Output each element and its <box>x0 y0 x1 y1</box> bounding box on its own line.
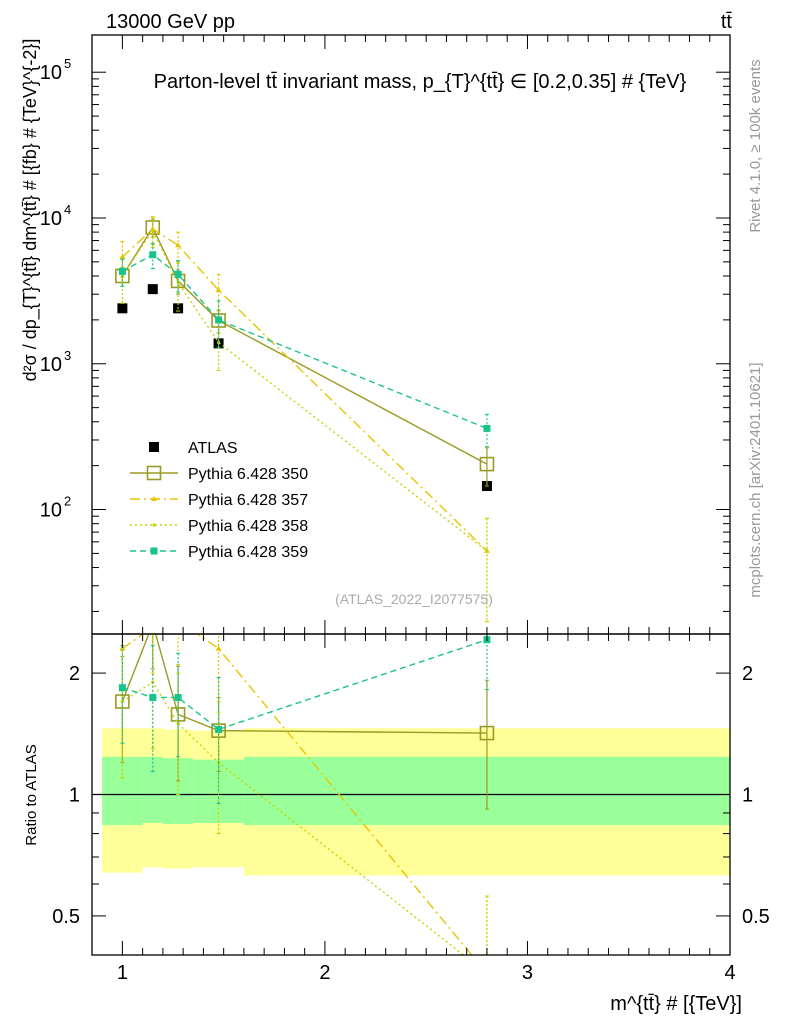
data-point <box>174 270 182 278</box>
data-point <box>485 972 488 975</box>
data-point <box>483 424 491 432</box>
series-pythia-6-428-359 <box>118 242 491 448</box>
data-point <box>175 242 182 248</box>
data-point <box>215 287 222 293</box>
legend-entry: Pythia 6.428 358 <box>130 518 308 535</box>
stat-uncertainty-band <box>142 756 163 823</box>
data-point <box>485 549 489 553</box>
legend-entry: Pythia 6.428 359 <box>130 544 308 561</box>
data-point <box>215 725 223 733</box>
legend-label: ATLAS <box>188 440 238 457</box>
legend-label: Pythia 6.428 357 <box>188 492 308 509</box>
series-line <box>122 639 488 731</box>
y-tick-label: 10 <box>40 62 62 84</box>
legend-entry: Pythia 6.428 357 <box>130 492 308 509</box>
ratio-y-axis: 0.5 0.5 1 1 2 2 <box>52 663 770 956</box>
chart-title: Parton-level tt̄ invariant mass, p_{T}^{… <box>154 71 687 93</box>
y-tick-label: 10 <box>40 354 62 376</box>
ratio-y-tick-label: 2 <box>69 663 80 685</box>
series-line <box>122 253 488 430</box>
data-point <box>149 226 156 232</box>
atlas-data-point <box>147 284 158 295</box>
ratio-y-tick-label-right: 1 <box>742 785 753 807</box>
data-point <box>479 456 495 472</box>
legend-marker <box>150 547 158 555</box>
y-tick-label: 10 <box>40 500 62 522</box>
ratio-y-tick-label-right: 2 <box>742 663 753 685</box>
data-point <box>484 970 490 975</box>
data-point <box>151 228 155 233</box>
ratio-y-axis-label: Ratio to ATLAS <box>23 744 40 845</box>
x-tick-label: 1 <box>117 962 128 984</box>
legend-entry: Pythia 6.428 350 <box>130 465 308 483</box>
data-point <box>170 707 186 722</box>
legend-marker <box>146 465 162 481</box>
analysis-watermark: (ATLAS_2022_I2077575) <box>335 591 493 607</box>
y-tick-label: 10 <box>40 208 62 230</box>
data-point <box>118 267 126 275</box>
legend-marker <box>149 442 159 452</box>
ratio-panel: 1 2 3 4 0.5 0.5 1 1 2 2 <box>52 35 770 984</box>
data-point <box>215 316 223 324</box>
data-point <box>118 684 126 692</box>
ratio-y-tick-label: 1 <box>69 785 80 807</box>
legend-marker <box>151 496 157 501</box>
atlas-data-point <box>117 303 128 314</box>
data-point <box>176 281 180 285</box>
series-pythia-6-428-350 <box>115 218 495 487</box>
energy-label: 13000 GeV pp <box>106 11 235 33</box>
x-axis: 1 2 3 4 <box>117 35 736 984</box>
series-line <box>121 229 488 552</box>
y-axis-label: d²σ / dp_{T}^{tt̄} dm^{tt̄} # [{fb} # {T… <box>20 39 41 382</box>
x-axis-label: m^{tt̄} # [{TeV}] <box>610 993 742 1015</box>
legend-label: Pythia 6.428 350 <box>188 466 308 483</box>
y-tick-exponent: 4 <box>64 202 71 217</box>
legend: ATLAS Pythia 6.428 350 Pythia 6.428 357 Pyt… <box>130 440 308 561</box>
data-point <box>479 725 495 741</box>
y-tick-exponent: 5 <box>64 56 71 71</box>
series-atlas <box>117 284 492 492</box>
x-tick-label: 2 <box>319 962 330 984</box>
x-tick-label: 3 <box>522 962 533 984</box>
data-point <box>149 251 157 259</box>
series-pythia-6-428-358 <box>120 216 489 623</box>
legend-label: Pythia 6.428 358 <box>188 518 308 535</box>
data-point <box>120 699 124 704</box>
ratio-y-tick-label: 0.5 <box>52 906 80 928</box>
mcplots-label: mcplots.cern.ch [arXiv:2401.10621] <box>747 362 764 597</box>
data-point <box>175 618 181 623</box>
data-point <box>150 624 156 629</box>
series-line <box>121 228 488 552</box>
y-tick-exponent: 3 <box>64 348 71 363</box>
ratio-y-tick-label-right: 0.5 <box>742 906 770 928</box>
data-point <box>146 617 159 630</box>
data-point <box>149 693 157 701</box>
legend-entry: ATLAS <box>149 440 238 457</box>
stat-uncertainty-band <box>102 756 143 826</box>
series-pythia-6-428-359 <box>118 634 491 804</box>
legend-marker <box>152 523 156 527</box>
y-tick-exponent: 2 <box>64 494 71 509</box>
data-point <box>174 693 182 701</box>
ratio-bands <box>102 728 730 876</box>
x-tick-label: 4 <box>724 962 735 984</box>
data-point <box>176 721 180 726</box>
legend-label: Pythia 6.428 359 <box>188 544 308 561</box>
data-point <box>215 645 222 651</box>
process-label: tt̄ <box>721 11 733 33</box>
text-layer: 13000 GeV pp tt̄ Parton-level tt̄ invari… <box>20 11 764 1015</box>
rivet-label: Rivet 4.1.0, ≥ 100k events <box>747 59 764 232</box>
